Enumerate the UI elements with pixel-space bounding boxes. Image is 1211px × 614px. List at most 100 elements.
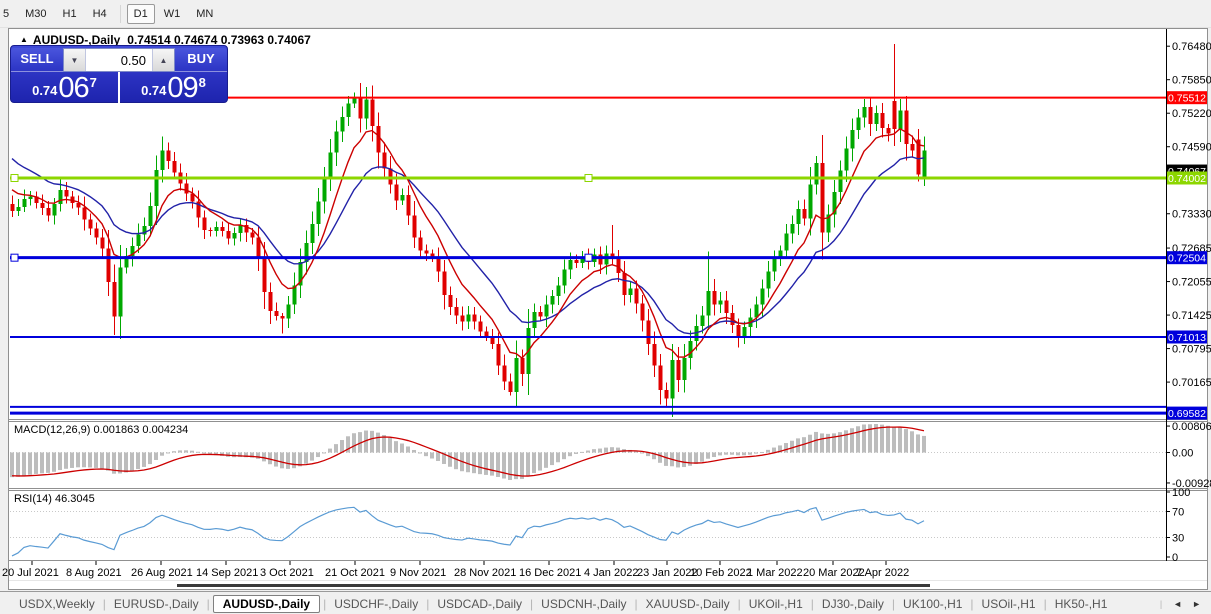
macd-histogram	[10, 424, 926, 480]
svg-text:0.76480: 0.76480	[1172, 41, 1211, 53]
svg-text:0.73330: 0.73330	[1172, 209, 1211, 221]
tab-usoil-h1[interactable]: USOil-,H1	[981, 596, 1036, 611]
tab-audusd-daily[interactable]: AUDUSD-,Daily	[212, 594, 321, 613]
svg-text:0: 0	[1172, 552, 1178, 564]
candles-layer	[10, 44, 927, 417]
svg-text:16 Dec 2021: 16 Dec 2021	[519, 567, 581, 579]
timeframe-button-d1[interactable]: D1	[126, 3, 155, 24]
tab-dj30-daily[interactable]: DJ30-,Daily	[821, 596, 884, 611]
svg-text:9 Nov 2021: 9 Nov 2021	[390, 567, 446, 579]
svg-text:3 Oct 2021: 3 Oct 2021	[260, 567, 314, 579]
one-click-trading-panel: SELL ▼ ▲ BUY 0.74 06 7 0.74 09 8	[10, 45, 228, 103]
svg-text:7 Apr 2022: 7 Apr 2022	[856, 567, 909, 579]
price-axis-line[interactable]	[1166, 29, 1167, 561]
svg-text:70: 70	[1172, 507, 1184, 519]
svg-text:0.71425: 0.71425	[1172, 310, 1211, 322]
chart-background	[8, 28, 1208, 590]
support-green-handle[interactable]	[584, 174, 593, 182]
support-blue-1-handle[interactable]	[584, 253, 593, 262]
tab-usdchf-daily[interactable]: USDCHF-,Daily	[334, 596, 419, 611]
tab-usdx-weekly[interactable]: USDX,Weekly	[19, 596, 95, 611]
resistance-red-badge	[1167, 91, 1207, 105]
timeframe-button-h4[interactable]: H4	[92, 7, 107, 20]
buy-price-pip: 8	[198, 75, 206, 90]
tab-separator: |	[530, 596, 534, 611]
svg-text:20 Mar 2022: 20 Mar 2022	[803, 567, 865, 579]
macd-label: MACD(12,26,9) 0.001863 0.004234	[14, 424, 188, 436]
svg-text:8 Aug 2021: 8 Aug 2021	[66, 567, 122, 579]
buy-price[interactable]: 0.74 09 8	[120, 72, 227, 103]
svg-text:26 Aug 2021: 26 Aug 2021	[131, 567, 193, 579]
chart-scrollbar-thumb[interactable]	[177, 584, 930, 587]
sell-price-pip: 7	[89, 75, 97, 90]
support-blue-1-badge	[1167, 251, 1207, 265]
chart-ohlc-values: 0.74514 0.74674 0.73963 0.74067	[127, 33, 311, 47]
chart-tab-strip: USDX,Weekly | EURUSD-,Daily | AUDUSD-,Daily |…	[0, 591, 1211, 614]
tab-eurusd-daily[interactable]: EURUSD-,Daily	[113, 596, 199, 611]
volume-increase-button[interactable]: ▲	[152, 49, 174, 71]
tab-separator: |	[206, 596, 210, 611]
tab-separator: |	[102, 596, 106, 611]
tab-separator: |	[426, 596, 430, 611]
svg-text:0.74590: 0.74590	[1172, 142, 1211, 154]
svg-text:0.72504: 0.72504	[1168, 253, 1206, 265]
support-green-handle[interactable]	[10, 174, 19, 182]
support-green-badge	[1167, 171, 1207, 185]
tab-scroll-left-icon[interactable]: ◄	[1173, 598, 1183, 609]
svg-text:0.70795: 0.70795	[1172, 344, 1211, 356]
tab-separator: |	[1043, 596, 1047, 611]
tab-usdcnh-daily[interactable]: USDCNH-,Daily	[541, 596, 627, 611]
timeframe-button-5[interactable]: 5	[3, 7, 10, 20]
sell-price[interactable]: 0.74 06 7	[11, 72, 118, 103]
svg-text:14 Sep 2021: 14 Sep 2021	[196, 567, 258, 579]
title-marker-icon: ▲	[20, 35, 28, 44]
tab-uk100-h1[interactable]: UK100-,H1	[903, 596, 963, 611]
svg-text:100: 100	[1172, 487, 1190, 499]
ma-fast-line	[11, 127, 925, 360]
volume-input[interactable]	[86, 49, 152, 71]
tab-separator: |	[810, 596, 814, 611]
svg-text:0.69582: 0.69582	[1168, 408, 1206, 420]
price-axis[interactable]: 0.764800.758500.752200.745900.733300.726…	[1166, 41, 1211, 564]
timeframe-button-w1[interactable]: W1	[163, 7, 181, 20]
timeframe-toolbar: 5 M30 H1 H4 D1 W1 MN	[0, 0, 1211, 28]
buy-button[interactable]: BUY	[175, 48, 227, 69]
svg-text:0.00: 0.00	[1172, 448, 1193, 460]
sell-button[interactable]: SELL	[11, 48, 63, 69]
timeframe-button-h1[interactable]: H1	[62, 7, 77, 20]
svg-text:0.008061: 0.008061	[1172, 421, 1211, 433]
volume-decrease-button[interactable]: ▼	[64, 49, 86, 71]
timeframe-button-m30[interactable]: M30	[25, 7, 47, 20]
svg-text:0.75512: 0.75512	[1168, 93, 1206, 105]
rsi-label: RSI(14) 46.3045	[14, 493, 95, 505]
date-axis[interactable]: 20 Jul 2021 8 Aug 2021 26 Aug 2021 14 Sep 2…	[2, 561, 909, 579]
svg-text:0.72055: 0.72055	[1172, 277, 1211, 289]
buy-price-prefix: 0.74	[141, 83, 167, 98]
svg-text:28 Nov 2021: 28 Nov 2021	[454, 567, 516, 579]
tab-xauusd-daily[interactable]: XAUUSD-,Daily	[645, 596, 730, 611]
toolbar-separator	[119, 4, 121, 23]
tab-separator: |	[737, 596, 741, 611]
svg-text:10 Feb 2022: 10 Feb 2022	[690, 567, 752, 579]
volume-stepper: ▼ ▲	[63, 48, 175, 72]
svg-text:21 Oct 2021: 21 Oct 2021	[325, 567, 385, 579]
sell-price-prefix: 0.74	[32, 83, 58, 98]
tab-hk50-h1[interactable]: HK50-,H1	[1054, 596, 1108, 611]
tab-scroll-right-icon[interactable]: ►	[1192, 598, 1201, 609]
buy-price-big-digits: 09	[167, 72, 198, 104]
sell-price-big-digits: 06	[58, 72, 89, 104]
chart-symbol-label: AUDUSD-,Daily	[32, 33, 121, 47]
svg-text:0.71013: 0.71013	[1168, 332, 1206, 344]
tab-ukoil-h1[interactable]: UKOil-,H1	[748, 596, 803, 611]
chart-title: ▲ AUDUSD-,Daily 0.74514 0.74674 0.73963 0.…	[20, 33, 311, 47]
tab-usdcad-daily[interactable]: USDCAD-,Daily	[437, 596, 523, 611]
svg-text:4 Jan 2022: 4 Jan 2022	[584, 567, 638, 579]
tab-separator: |	[891, 596, 896, 611]
tab-separator: |	[970, 596, 974, 611]
timeframe-button-mn[interactable]: MN	[196, 7, 214, 20]
support-blue-1-handle[interactable]	[10, 253, 19, 262]
svg-text:0.70165: 0.70165	[1172, 377, 1211, 389]
ma-slow-line	[11, 156, 925, 335]
macd-signal-line	[11, 426, 925, 477]
tab-separator: |	[634, 596, 638, 611]
